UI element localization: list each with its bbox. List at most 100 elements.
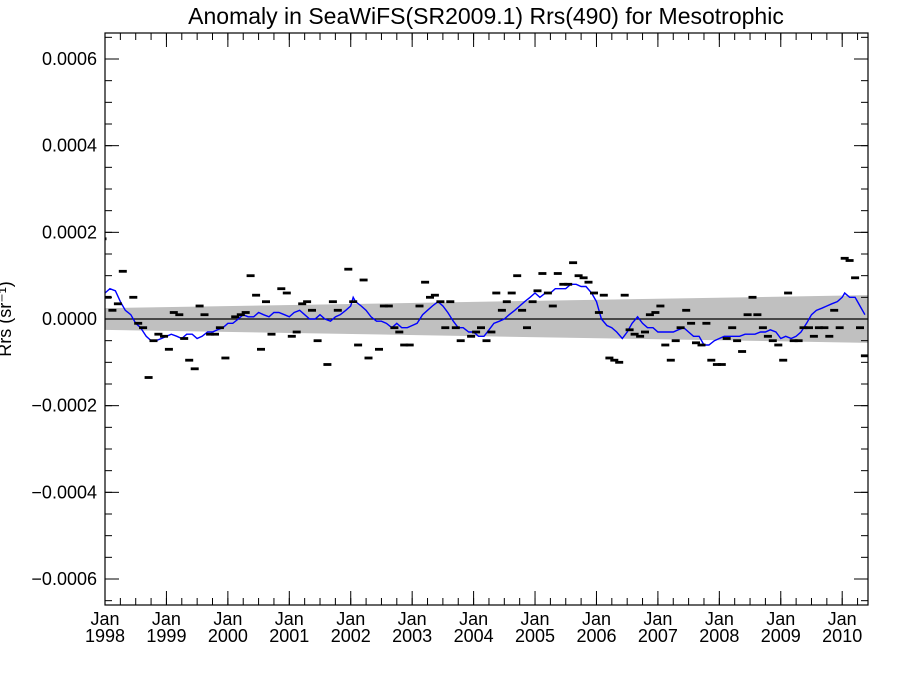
anomaly-point	[851, 276, 860, 280]
anomaly-point	[492, 291, 501, 295]
anomaly-point	[687, 321, 696, 325]
anomaly-point	[472, 330, 481, 334]
anomaly-point	[543, 291, 552, 295]
anomaly-point	[548, 304, 557, 308]
x-tick-month-label: Jan	[582, 609, 611, 629]
anomaly-point	[763, 334, 772, 338]
anomaly-point	[774, 343, 783, 347]
anomaly-point	[185, 358, 194, 362]
anomaly-point	[666, 358, 675, 362]
anomaly-point	[154, 332, 163, 336]
anomaly-point	[206, 332, 215, 336]
x-tick-year-label: 2006	[576, 626, 616, 646]
anomaly-point	[482, 339, 491, 343]
anomaly-point	[825, 334, 834, 338]
anomaly-point	[594, 311, 603, 314]
anomaly-point	[139, 326, 148, 330]
anomaly-point	[105, 237, 107, 241]
anomaly-point	[477, 326, 485, 330]
anomaly-point	[717, 363, 726, 366]
anomaly-point	[430, 293, 439, 297]
anomaly-point	[246, 274, 255, 278]
anomaly-point	[441, 326, 450, 330]
x-tick-year-label: 1998	[85, 626, 125, 646]
x-tick-month-label: Jan	[766, 609, 795, 629]
anomaly-point	[354, 343, 363, 347]
anomaly-point	[518, 308, 527, 312]
anomaly-point	[676, 326, 685, 330]
anomaly-point	[860, 354, 868, 358]
anomaly-point	[298, 302, 307, 306]
anomaly-point	[129, 295, 138, 299]
x-tick-year-label: 2002	[331, 626, 371, 646]
anomaly-point	[190, 367, 199, 371]
anomaly-point	[625, 328, 634, 332]
anomaly-point	[257, 347, 265, 351]
anomaly-point	[538, 272, 547, 275]
anomaly-point	[487, 330, 496, 334]
anomaly-point	[712, 363, 721, 366]
anomaly-point	[753, 313, 762, 317]
anomaly-point	[221, 356, 230, 360]
x-tick-month-label: Jan	[213, 609, 242, 629]
y-tick-label: −0.0002	[31, 396, 97, 416]
anomaly-point	[620, 293, 629, 297]
anomaly-point	[809, 334, 818, 338]
x-tick-year-label: 2005	[515, 626, 555, 646]
anomaly-point	[446, 300, 455, 304]
anomaly-point	[467, 334, 476, 338]
anomaly-point	[384, 304, 393, 308]
x-tick-month-label: Jan	[705, 609, 734, 629]
anomaly-point	[559, 282, 568, 286]
running-mean-line	[105, 283, 866, 346]
x-tick-month-label: Jan	[398, 609, 427, 629]
axes	[104, 32, 869, 606]
anomaly-point	[118, 269, 127, 273]
anomaly-point	[805, 326, 813, 330]
y-tick-label: 0.0006	[42, 49, 97, 69]
anomaly-point	[656, 304, 665, 308]
anomaly-point	[252, 293, 261, 297]
x-tick-month-label: Jan	[828, 609, 857, 629]
anomaly-point	[215, 326, 224, 330]
y-tick-label: 0.0004	[42, 136, 97, 156]
y-tick-labels: −0.0006 −0.0004 −0.0002 0.0000 0.0002 0.0004 0…	[31, 49, 97, 589]
anomaly-point	[651, 311, 660, 314]
anomaly-point	[292, 330, 301, 334]
anomaly-point	[323, 363, 332, 366]
anomaly-point	[144, 376, 153, 379]
x-tick-month-label: Jan	[275, 609, 304, 629]
anomaly-point	[231, 315, 240, 319]
anomaly-point	[590, 291, 598, 295]
anomaly-point	[707, 358, 716, 362]
anomaly-point	[784, 291, 793, 295]
anomaly-point	[375, 347, 383, 351]
anomaly-point	[308, 308, 316, 312]
anomaly-point	[830, 308, 839, 312]
anomaly-point	[502, 300, 511, 304]
x-tick-labels: Jan1998Jan1999Jan2000Jan2001Jan2002Jan20…	[85, 609, 862, 646]
anomaly-point	[400, 343, 409, 347]
anomaly-point	[574, 274, 583, 278]
anomaly-point	[856, 326, 864, 330]
anomaly-point	[236, 313, 245, 317]
x-tick-month-label: Jan	[90, 609, 119, 629]
plot-area	[105, 237, 868, 379]
anomaly-point	[395, 330, 404, 334]
anomaly-point	[840, 256, 849, 260]
anomaly-point	[344, 267, 353, 271]
x-tick-year-label: 2009	[761, 626, 801, 646]
anomaly-point	[610, 358, 619, 362]
anomaly-point	[748, 295, 757, 299]
anomaly-point	[513, 274, 522, 278]
anomaly-point	[528, 300, 537, 304]
anomaly-point	[671, 339, 680, 343]
y-tick-label: 0.0002	[42, 222, 97, 242]
anomaly-point	[758, 326, 767, 330]
anomaly-point	[584, 280, 593, 284]
anomaly-point	[615, 360, 624, 364]
anomaly-point	[702, 321, 711, 325]
y-tick-label: −0.0006	[31, 569, 97, 589]
x-tick-month-label: Jan	[643, 609, 672, 629]
